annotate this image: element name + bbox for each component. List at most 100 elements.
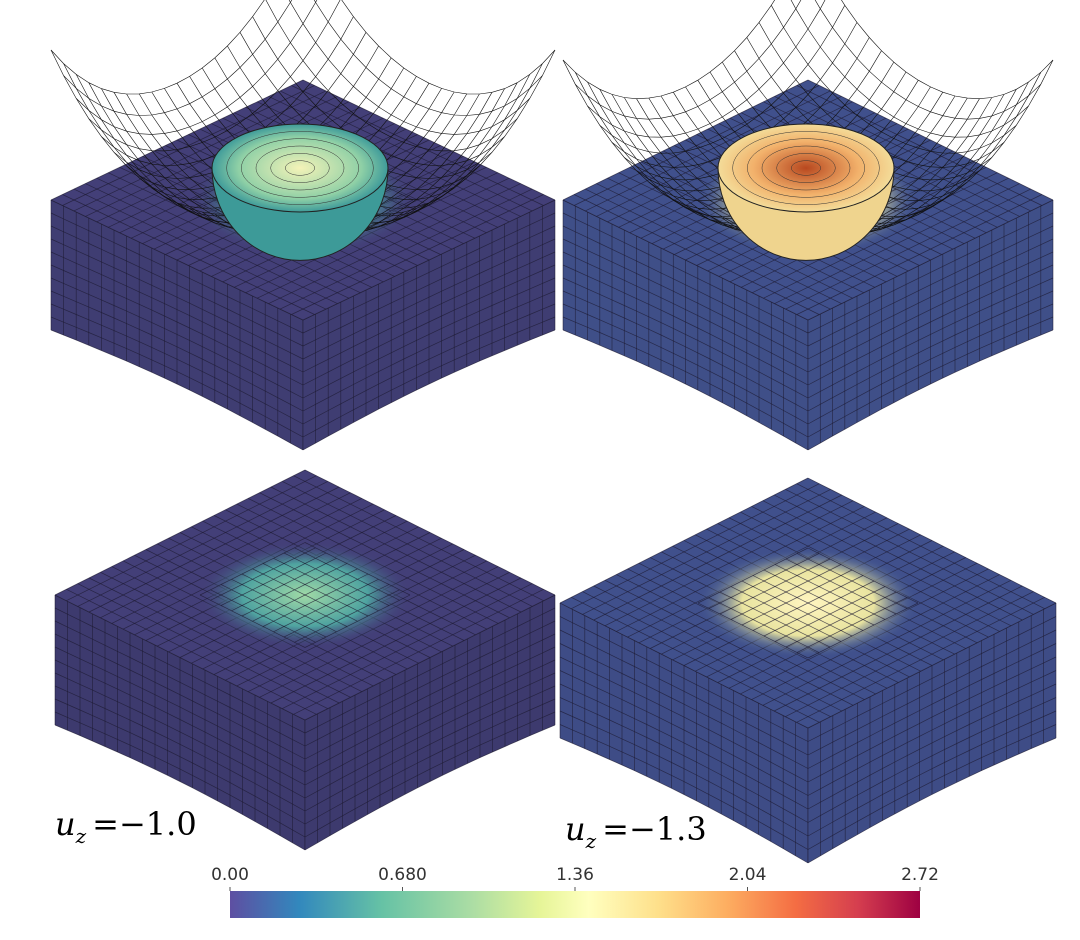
- mesh-line: [807, 547, 919, 604]
- wireframe-line: [562, 0, 776, 100]
- indenter-cap: [717, 123, 895, 213]
- mesh-line: [262, 563, 369, 617]
- mesh-line: [785, 489, 1034, 615]
- mesh-line: [807, 277, 1054, 399]
- mesh-line: [50, 277, 304, 399]
- mesh-line: [220, 584, 327, 638]
- panel-label: uz =−1.0: [55, 805, 197, 848]
- mesh-line: [562, 290, 809, 412]
- mesh-line: [50, 238, 304, 360]
- equation: =−1.3: [602, 810, 707, 848]
- mesh-line: [559, 656, 809, 783]
- mesh-line: [573, 194, 820, 315]
- mesh-line: [762, 500, 1012, 627]
- indenter-mesh: [747, 138, 865, 198]
- indenter-mesh: [732, 131, 880, 205]
- mesh-line: [562, 277, 809, 399]
- mesh-line: [50, 251, 304, 373]
- mesh-line: [562, 199, 809, 321]
- mesh-line: [807, 683, 1057, 810]
- colorbar-tick-label: 0.680: [378, 865, 427, 885]
- mesh-line: [241, 573, 348, 627]
- mesh-line: [259, 492, 510, 619]
- mesh-line: [730, 586, 842, 642]
- mesh-line: [807, 710, 1057, 837]
- mesh-line: [796, 483, 1045, 610]
- mesh-line: [559, 724, 809, 850]
- mesh-line: [88, 577, 340, 704]
- mesh-line: [293, 475, 544, 602]
- mesh-line: [304, 620, 556, 747]
- mesh-line: [807, 670, 1057, 796]
- mesh-line: [85, 183, 338, 304]
- mesh-line: [708, 597, 820, 653]
- mesh-line: [54, 711, 306, 838]
- mesh-line: [231, 578, 337, 633]
- mesh-line: [294, 547, 400, 601]
- indenter-mesh: [791, 160, 821, 176]
- colorbar-tick-label: 0.00: [211, 865, 249, 885]
- mesh-line: [807, 225, 1054, 347]
- mesh-line: [582, 591, 831, 717]
- mesh-line: [50, 290, 304, 412]
- mesh-line: [279, 90, 533, 212]
- mesh-line: [807, 629, 1057, 756]
- mesh-line: [559, 643, 809, 769]
- mesh-line: [66, 588, 317, 715]
- mesh-line: [304, 685, 556, 812]
- mesh-line: [807, 264, 1054, 386]
- mesh-line: [763, 569, 875, 626]
- mesh-line: [596, 183, 842, 304]
- mesh-line: [774, 564, 886, 620]
- mesh-line: [304, 724, 556, 851]
- mesh-line: [562, 264, 809, 386]
- mesh-line: [302, 212, 556, 334]
- mesh-line: [54, 633, 306, 760]
- mesh-line: [302, 290, 556, 412]
- mesh-line: [62, 194, 315, 315]
- colorbar-tick-label: 2.72: [901, 865, 939, 885]
- mesh-line: [807, 656, 1057, 783]
- mesh-line: [50, 316, 304, 438]
- mesh-line: [562, 316, 809, 438]
- mesh-line: [50, 329, 304, 451]
- colorbar: [230, 891, 920, 918]
- mesh-line: [283, 552, 390, 606]
- mesh-line: [54, 724, 306, 851]
- mesh-line: [304, 469, 556, 596]
- mesh-line: [54, 698, 306, 825]
- mesh-line: [562, 238, 809, 360]
- mesh-line: [785, 90, 1031, 212]
- mesh-line: [304, 711, 556, 838]
- mesh-line: [559, 710, 809, 837]
- mesh-line: [54, 594, 306, 721]
- mesh-line: [559, 616, 809, 742]
- mesh-line: [199, 594, 306, 648]
- indenter-mesh: [761, 145, 851, 191]
- mesh-line: [807, 238, 1054, 360]
- mesh-line: [50, 199, 304, 321]
- mesh-line: [562, 251, 809, 373]
- mesh-line: [302, 303, 556, 425]
- subscript: z: [585, 829, 597, 853]
- mesh-line: [54, 620, 306, 747]
- mesh-line: [54, 685, 306, 812]
- mesh-line: [50, 303, 304, 425]
- mesh-line: [807, 329, 1054, 451]
- mesh-line: [54, 607, 306, 734]
- mesh-line: [807, 724, 1057, 850]
- mesh-line: [562, 225, 809, 347]
- mesh-line: [302, 79, 556, 201]
- mesh-line: [752, 575, 864, 631]
- indenter-mesh: [776, 153, 836, 183]
- mesh-line: [100, 571, 351, 698]
- mesh-line: [54, 659, 306, 786]
- mesh-line: [796, 553, 908, 609]
- mesh-renderings: [50, 0, 1057, 864]
- indenter-mesh: [241, 138, 359, 198]
- mesh-line: [559, 602, 809, 729]
- mesh-line: [774, 494, 1023, 621]
- mesh-line: [593, 585, 842, 712]
- panel-label: uz =−1.3: [565, 810, 707, 853]
